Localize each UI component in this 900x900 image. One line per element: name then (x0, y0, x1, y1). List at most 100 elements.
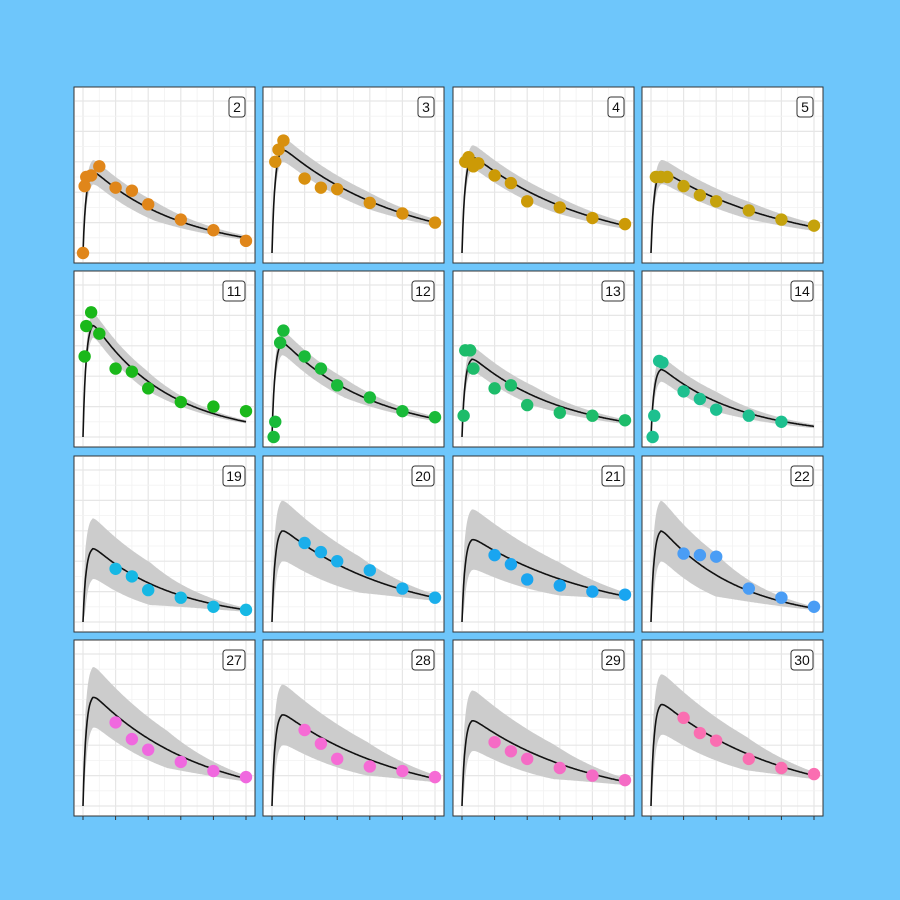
confidence-band (651, 674, 814, 806)
data-point (504, 745, 518, 758)
data-point (84, 169, 98, 182)
panel-label-text: 27 (226, 652, 242, 668)
panel-label-box (222, 280, 246, 302)
data-point (269, 415, 282, 428)
panel-22: 22 (641, 455, 824, 633)
data-point (298, 350, 311, 363)
panel-label: 14 (790, 280, 814, 302)
data-point (331, 379, 344, 392)
data-point (428, 411, 442, 424)
panel-label: 29 (601, 649, 625, 671)
panel-label-text: 29 (605, 652, 621, 668)
confidence-band (272, 331, 435, 437)
data-point (207, 764, 220, 778)
panel-label: 28 (411, 649, 435, 671)
data-point (504, 558, 518, 571)
data-point (298, 172, 311, 185)
panel-label-box (790, 649, 814, 671)
panel-14: 14 (641, 270, 824, 448)
panel-label-text: 12 (415, 283, 431, 299)
data-point (363, 564, 376, 577)
data-point (807, 767, 821, 781)
data-point (396, 764, 409, 778)
panel-label-box (790, 465, 814, 487)
confidence-band (651, 160, 814, 253)
panel-5: 5 (641, 86, 824, 264)
data-point (396, 404, 409, 418)
confidence-band (462, 509, 625, 622)
panel-label: 3 (417, 96, 435, 118)
data-point (207, 600, 220, 613)
panel-label-text: 19 (226, 468, 242, 484)
data-point (693, 548, 707, 562)
fit-line (82, 324, 247, 438)
data-point (125, 184, 139, 197)
panel-label: 12 (411, 280, 435, 302)
data-point (174, 213, 187, 226)
panel-label-box (417, 96, 435, 118)
panel-19: 19 (73, 455, 256, 633)
data-point (710, 403, 723, 416)
data-point (661, 170, 674, 184)
panel-label-box (411, 465, 435, 487)
confidence-band (651, 500, 814, 622)
panel-label: 11 (222, 280, 246, 302)
confidence-band (83, 518, 246, 622)
data-point (656, 356, 669, 369)
panel-label-box (601, 465, 625, 487)
data-point (693, 726, 707, 740)
data-point (710, 550, 723, 563)
panel-label-text: 4 (612, 99, 620, 115)
data-point (467, 362, 480, 375)
data-point (142, 382, 155, 395)
panel-label-box (228, 96, 246, 118)
panel-label-box (601, 649, 625, 671)
data-point (618, 773, 632, 787)
data-point (618, 414, 632, 427)
data-point (677, 547, 690, 560)
data-point (109, 181, 122, 194)
data-point (125, 570, 139, 583)
panel-label-text: 5 (801, 99, 809, 115)
panel-label: 13 (601, 280, 625, 302)
panel-label: 20 (411, 465, 435, 487)
data-point (331, 555, 344, 568)
panel-label-box (790, 280, 814, 302)
data-point (142, 583, 155, 597)
panel-label-box (222, 649, 246, 671)
data-point (298, 723, 311, 737)
panel-3: 3 (262, 86, 445, 264)
data-point (710, 734, 723, 747)
data-point (273, 336, 287, 349)
data-point (693, 392, 707, 406)
data-point (272, 143, 285, 156)
data-point (472, 157, 485, 170)
data-point (93, 327, 106, 340)
data-point (742, 752, 755, 766)
data-point (457, 409, 470, 422)
data-point (239, 234, 253, 248)
data-point (742, 204, 755, 217)
confidence-band (272, 500, 435, 622)
data-point (125, 732, 139, 746)
confidence-band (83, 313, 246, 437)
data-point (586, 211, 599, 225)
data-point (586, 585, 599, 598)
data-point (677, 179, 690, 193)
data-point (586, 769, 599, 782)
data-point (428, 216, 442, 229)
data-point (775, 761, 788, 775)
data-point (504, 379, 518, 392)
data-point (314, 362, 328, 375)
data-point (742, 582, 755, 595)
data-point (521, 195, 534, 208)
data-point (396, 582, 409, 595)
data-point (553, 761, 566, 775)
panel-label-box (222, 465, 246, 487)
data-point (267, 430, 280, 444)
panel-label: 19 (222, 465, 246, 487)
data-point (677, 385, 690, 398)
data-point (586, 409, 599, 422)
panel-label-box (796, 96, 814, 118)
